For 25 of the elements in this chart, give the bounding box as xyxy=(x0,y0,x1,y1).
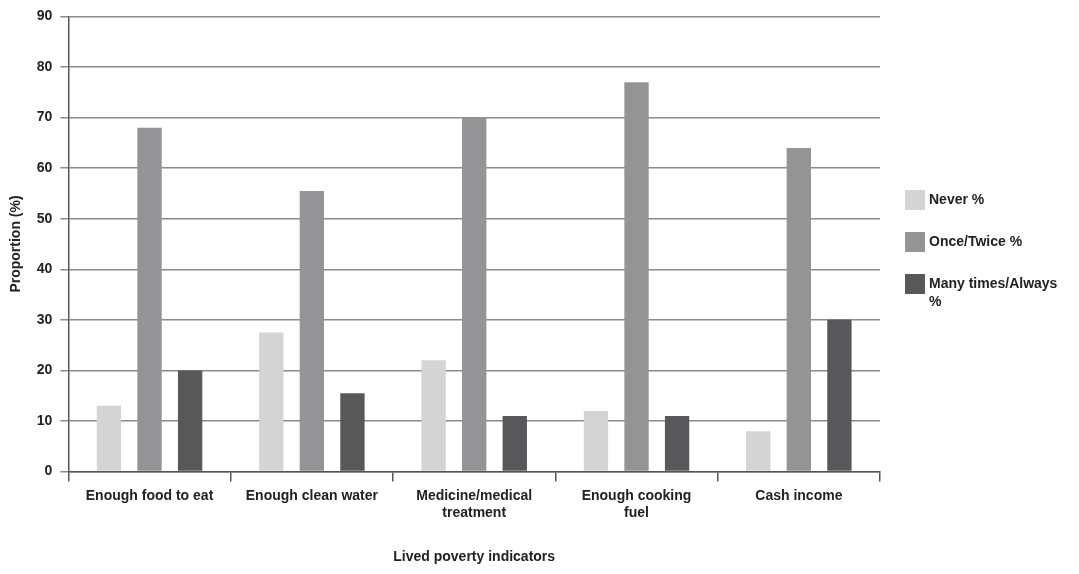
y-tick-label: 0 xyxy=(44,462,53,479)
y-tick-label: 70 xyxy=(36,108,53,125)
y-tick-label: 40 xyxy=(36,260,53,277)
y-tick-label: 50 xyxy=(36,209,53,226)
y-axis-title: Proportion (%) xyxy=(7,195,24,293)
bar xyxy=(421,360,446,471)
legend-label: Many times/Always % xyxy=(929,274,1059,310)
legend-label: Never % xyxy=(929,190,985,208)
bar xyxy=(96,405,122,471)
bar xyxy=(746,431,771,471)
bar xyxy=(583,410,609,471)
y-tick-label: 20 xyxy=(36,361,53,378)
y-tick-label: 90 xyxy=(36,7,53,24)
y-tick-label: 30 xyxy=(36,310,53,327)
bar xyxy=(259,332,284,471)
x-tick-label: Enough cooking fuel xyxy=(581,486,692,520)
x-tick-label: Enough food to eat xyxy=(85,486,214,503)
x-tick-label: Medicine/medical treatment xyxy=(416,486,533,520)
x-tick-label: Enough clean water xyxy=(245,486,379,503)
x-tick-label: Cash income xyxy=(755,486,843,503)
y-tick-label: 10 xyxy=(36,411,53,428)
legend-label: Once/Twice % xyxy=(929,232,1023,250)
y-tick-label: 80 xyxy=(36,57,53,74)
x-axis-title: Lived poverty indicators xyxy=(393,548,556,565)
y-tick-label: 60 xyxy=(36,158,53,175)
